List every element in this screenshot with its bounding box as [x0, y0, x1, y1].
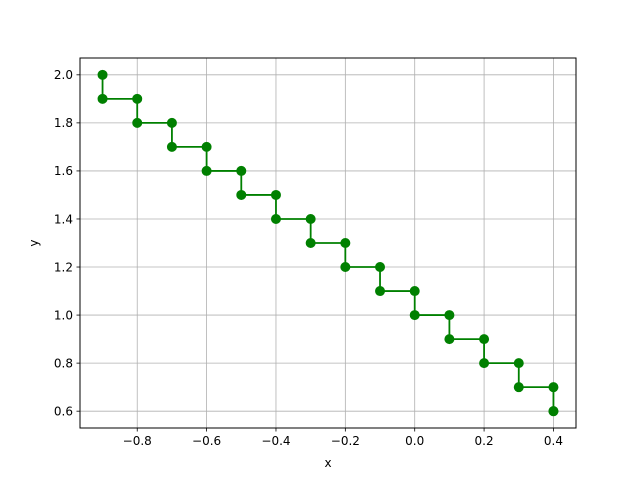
x-axis-ticks: −0.8 −0.6 −0.4 −0.2 0.0 0.2 0.4: [123, 428, 563, 448]
data-point: [548, 406, 559, 417]
plot-frame: [79, 57, 577, 429]
data-point: [375, 286, 386, 297]
x-axis-label: x: [324, 456, 331, 470]
data-point: [513, 382, 524, 393]
data-point: [166, 117, 177, 128]
data-point: [444, 310, 455, 321]
series-line: [101, 74, 555, 412]
y-tick-label: 1.8: [54, 116, 73, 130]
data-point: [340, 262, 351, 273]
data-point: [444, 334, 455, 345]
y-tick-label: 1.4: [54, 212, 73, 226]
x-tick-label: 0.2: [475, 434, 494, 448]
data-point: [166, 141, 177, 152]
data-point: [132, 117, 143, 128]
data-point: [236, 165, 247, 176]
y-tick-label: 0.8: [54, 356, 73, 370]
data-point: [409, 286, 420, 297]
x-tick-label: 0.0: [405, 434, 424, 448]
x-tick-label: −0.2: [331, 434, 360, 448]
data-point: [479, 358, 490, 369]
data-point: [340, 238, 351, 248]
y-tick-label: 0.6: [54, 404, 73, 418]
y-axis-ticks: 0.6 0.8 1.0 1.2 1.4 1.6 1.8 2.0: [54, 68, 80, 418]
data-series: [97, 69, 559, 417]
data-point: [236, 189, 247, 200]
x-tick-label: −0.8: [123, 434, 152, 448]
data-point: [305, 238, 316, 248]
data-point: [201, 165, 212, 176]
y-tick-label: 1.6: [54, 164, 73, 178]
grid-lines: [80, 58, 576, 428]
data-point: [548, 382, 559, 393]
data-point: [375, 262, 386, 273]
data-point: [409, 310, 420, 321]
data-point: [132, 93, 143, 104]
data-point: [513, 358, 524, 369]
y-tick-label: 1.2: [54, 260, 73, 274]
data-point: [270, 213, 281, 224]
data-point: [201, 141, 212, 152]
data-point: [479, 334, 490, 345]
data-point: [270, 189, 281, 200]
data-point: [97, 93, 108, 104]
y-axis-label: y: [27, 239, 41, 246]
data-point: [97, 69, 108, 80]
y-tick-label: 1.0: [54, 308, 73, 322]
x-tick-label: −0.4: [261, 434, 290, 448]
data-point: [305, 213, 316, 224]
y-tick-label: 2.0: [54, 68, 73, 82]
x-tick-label: −0.6: [192, 434, 221, 448]
x-tick-label: 0.4: [544, 434, 563, 448]
